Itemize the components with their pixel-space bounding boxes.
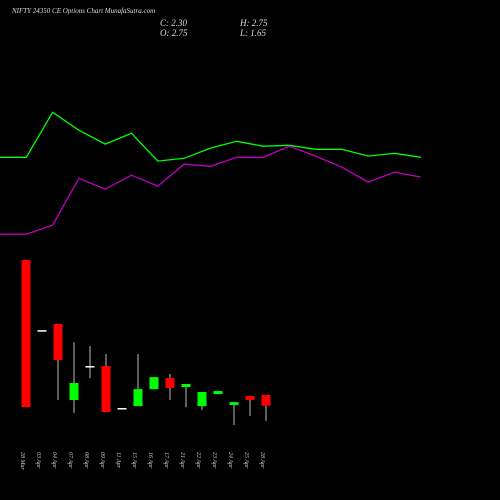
x-tick-label: 04 Apr <box>51 452 58 469</box>
candle-body <box>213 391 223 395</box>
x-tick-label: 11 Apr <box>115 452 121 469</box>
candle-body <box>69 383 79 400</box>
candle-body <box>245 395 255 400</box>
x-tick-label: 07 Apr <box>67 452 73 469</box>
candle-body <box>197 391 207 407</box>
candle-body <box>181 383 191 388</box>
candle-body <box>133 389 143 407</box>
chart-title: NIFTY 24350 CE Options Chart MunafaSutra… <box>11 7 155 15</box>
x-tick-label: 22 Apr <box>195 452 201 469</box>
low-text: L: 1.65 <box>239 28 267 38</box>
high-text: H: 2.75 <box>239 18 268 28</box>
x-tick-label: 23 Apr <box>211 452 217 469</box>
candle-body <box>37 330 47 332</box>
open-text: O: 2.75 <box>160 28 188 38</box>
indicator-line <box>0 111 421 162</box>
x-tick-label: 25 Apr <box>243 452 249 469</box>
x-tick-label: 28 Apr <box>259 452 265 469</box>
x-tick-label: 21 Apr <box>179 452 185 469</box>
x-tick-label: 28 Mar <box>19 452 25 470</box>
candle-body <box>53 324 63 361</box>
indicator-line <box>0 145 421 235</box>
candle-body <box>117 408 127 410</box>
close-text: C: 2.30 <box>160 18 188 28</box>
x-tick-label: 17 Apr <box>163 452 169 469</box>
x-tick-label: 16 Apr <box>147 452 153 469</box>
candle-body <box>261 395 271 406</box>
candle-body <box>21 260 31 408</box>
candle-body <box>85 366 95 368</box>
candle-body <box>229 402 239 405</box>
x-tick-label: 09 Apr <box>99 452 105 469</box>
x-tick-label: 03 Apr <box>35 452 41 469</box>
x-tick-label: 08 Apr <box>83 452 89 469</box>
x-tick-label: 15 Apr <box>131 452 137 469</box>
x-tick-label: 24 Apr <box>227 452 234 469</box>
candle-body <box>149 377 159 390</box>
candle-body <box>165 378 175 388</box>
candle-body <box>101 366 111 413</box>
